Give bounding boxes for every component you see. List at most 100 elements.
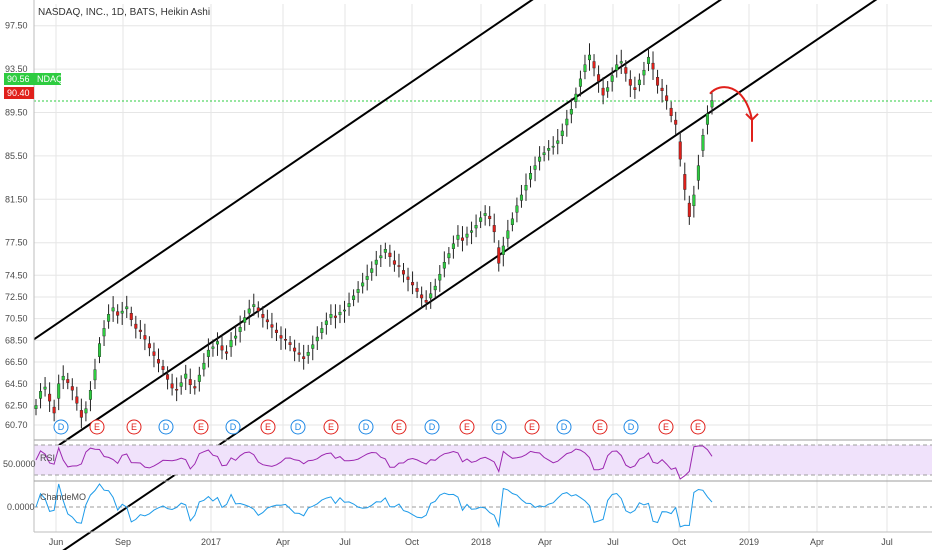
candle-down <box>420 294 424 299</box>
candle-down <box>188 379 192 386</box>
chandemo-label: ChandeMO <box>40 492 86 502</box>
candle-down <box>156 359 160 364</box>
time-tick-label: Sep <box>115 537 131 547</box>
candle-down <box>497 247 501 264</box>
candle-up <box>383 249 387 253</box>
rsi-label: RSI <box>40 453 55 463</box>
event-marker-label: D <box>58 422 65 432</box>
candle-down <box>175 388 179 391</box>
earnings-marker <box>323 419 339 435</box>
candle-up <box>606 87 610 92</box>
candle-down <box>628 79 632 86</box>
candle-up <box>442 262 446 269</box>
candle-up <box>102 328 106 337</box>
candle-up <box>474 225 478 229</box>
event-marker-label: E <box>695 422 701 432</box>
grid-lines <box>34 4 932 532</box>
candle-down <box>134 323 138 329</box>
candle-down <box>284 339 288 341</box>
time-tick-label: 2019 <box>739 537 759 547</box>
event-marker-label: D <box>363 422 370 432</box>
candle-up <box>569 109 573 115</box>
candle-down <box>656 77 660 86</box>
candle-down <box>415 288 419 292</box>
projection-arrow-head <box>745 113 759 142</box>
candle-down <box>270 324 274 328</box>
channel-line-upper <box>33 0 534 341</box>
candle-up <box>111 307 115 312</box>
candle-up <box>379 255 383 259</box>
candle-down <box>406 276 410 280</box>
earnings-marker <box>690 419 706 435</box>
time-tick-label: Oct <box>672 537 687 547</box>
candle-up <box>519 194 523 201</box>
event-marker-label: E <box>265 422 271 432</box>
price-tick-label: 81.50 <box>5 194 28 204</box>
candle-up <box>692 194 696 207</box>
candle-up <box>470 230 474 233</box>
candle-up <box>696 165 700 181</box>
candle-up <box>370 268 374 273</box>
price-tick-label: 64.50 <box>5 379 28 389</box>
chart-title: NASDAQ, INC., 1D, BATS, Heikin Ashi <box>38 7 210 18</box>
candle-down <box>161 366 165 370</box>
alt-price-tag: 90.40 <box>7 88 30 98</box>
earnings-marker <box>89 419 105 435</box>
candle-up <box>84 408 88 414</box>
candle-down <box>193 386 197 389</box>
time-tick-label: 2017 <box>201 537 221 547</box>
time-axis: Jun Sep 2017 Apr Jul Oct 2018 Apr Jul Oct 2019 Apr J… <box>49 537 893 547</box>
candle-down <box>261 314 265 318</box>
candle-up <box>215 341 219 345</box>
candle-up <box>356 289 360 293</box>
candle-down <box>460 237 464 241</box>
candle-up <box>125 306 129 310</box>
candle-down <box>143 335 147 340</box>
price-tick-label: 97.50 <box>5 21 28 31</box>
candle-down <box>293 347 297 352</box>
candle-down <box>660 87 664 92</box>
candle-up <box>229 340 233 348</box>
candle-up <box>588 54 592 61</box>
candle-up <box>107 314 111 322</box>
candle-down <box>401 270 405 275</box>
candle-up <box>456 234 460 240</box>
event-marker-label: D <box>496 422 503 432</box>
candle-down <box>170 383 174 389</box>
candle-up <box>98 343 102 357</box>
candle-down <box>392 260 396 265</box>
candle-up <box>238 327 242 332</box>
event-marker-label: E <box>464 422 470 432</box>
candle-up <box>34 405 38 409</box>
candle-down <box>651 62 655 70</box>
candle-up <box>701 135 705 151</box>
candle-up <box>533 165 537 170</box>
time-tick-label: Oct <box>405 537 420 547</box>
candle-up <box>329 314 333 318</box>
price-tick-label: 68.50 <box>5 335 28 345</box>
candle-down <box>597 74 601 82</box>
candle-down <box>116 311 120 316</box>
event-marker-label: E <box>198 422 204 432</box>
dividend-marker <box>358 419 374 435</box>
candle-down <box>79 410 83 418</box>
dividend-marker <box>53 419 69 435</box>
candle-up <box>179 382 183 387</box>
price-tick-label: 77.50 <box>5 238 28 248</box>
current-price-tag: 90.56 <box>7 74 30 84</box>
candle-up <box>120 310 124 314</box>
time-tick-label: Jul <box>881 537 893 547</box>
candle-down <box>220 345 224 351</box>
event-marker-label: E <box>328 422 334 432</box>
price-tick-label: 66.50 <box>5 357 28 367</box>
candle-down <box>288 342 292 345</box>
candle-up <box>547 148 551 151</box>
candle-up <box>61 375 65 381</box>
time-tick-label: Apr <box>276 537 290 547</box>
event-marker-label: E <box>131 422 137 432</box>
candle-down <box>129 313 133 320</box>
candle-down <box>624 67 628 74</box>
candle-up <box>438 273 442 281</box>
